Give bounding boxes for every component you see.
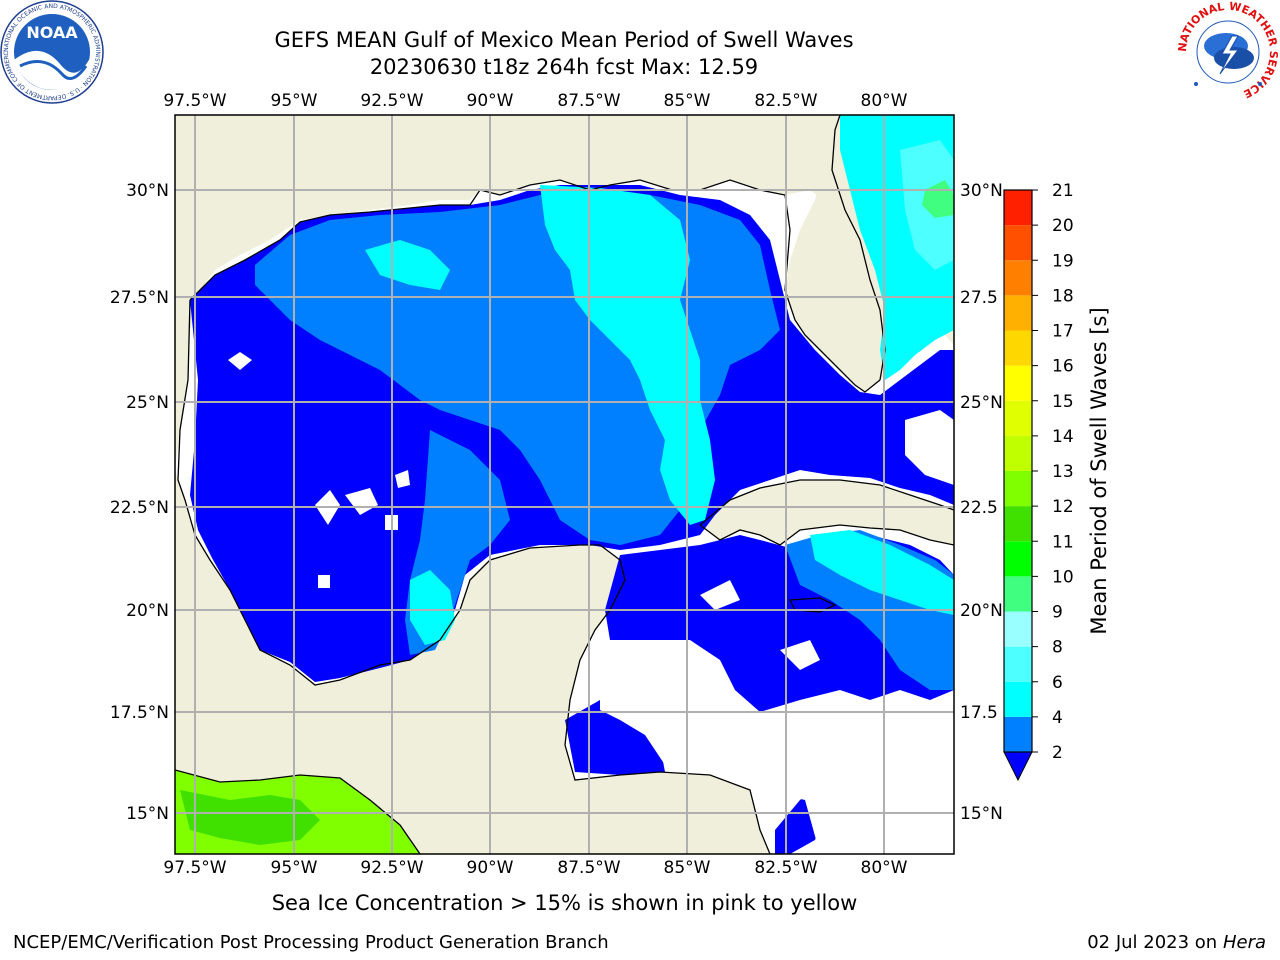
lat-label-right: 15°N — [960, 804, 1003, 824]
colorbar-tick-label: 10 — [1052, 567, 1074, 587]
colorbar-band — [1004, 611, 1032, 647]
lat-label-right: 25°N — [960, 393, 1003, 413]
colorbar-band — [1004, 576, 1032, 612]
swell-region-cyan-mexico — [410, 570, 455, 645]
colorbar-band — [1004, 190, 1032, 226]
colorbar-tick-label: 6 — [1052, 673, 1063, 693]
colorbar-band — [1004, 471, 1032, 507]
no-data-holes — [228, 352, 954, 854]
colorbar-band — [1004, 330, 1032, 366]
lon-label-bottom: 95°W — [271, 858, 318, 878]
colorbar-band — [1004, 646, 1032, 682]
lat-label-left: 20°N — [126, 601, 169, 621]
lon-label-top: 87.5°W — [557, 91, 620, 111]
chart-subtitle-date: 20230630 t18z 264h fcst Max: 12.59 — [369, 55, 759, 79]
swell-region-cyan-central — [540, 185, 715, 525]
colorbar-band — [1004, 225, 1032, 261]
chart-title: GEFS MEAN Gulf of Mexico Mean Period of … — [274, 28, 854, 52]
lon-label-top: 92.5°W — [360, 91, 423, 111]
lon-label-bottom: 92.5°W — [360, 858, 423, 878]
colorbar-band — [1004, 681, 1032, 717]
lon-label-top: 90°W — [467, 91, 514, 111]
colorbar-band — [1004, 541, 1032, 577]
colorbar-tick-label: 16 — [1052, 357, 1074, 377]
map-tick-labels: 97.5°W 97.5°W 95°W 95°W 92.5°W 92.5°W 90°W 90°W… — [110, 91, 1003, 878]
colorbar-tick-label: 13 — [1052, 462, 1074, 482]
lon-label-bottom: 82.5°W — [754, 858, 817, 878]
colorbar-tick-label: 17 — [1052, 322, 1074, 342]
swell-region-cyan-caribbean — [810, 530, 954, 615]
noaa-logo-text: NOAA — [26, 23, 78, 42]
lon-label-top: 95°W — [271, 91, 318, 111]
colorbar-label: Mean Period of Swell Waves [s] — [1087, 307, 1111, 634]
lat-label-right: 17.5 — [960, 703, 998, 723]
colorbar-tick-label: 4 — [1052, 708, 1063, 728]
colorbar-tick-label: 19 — [1052, 251, 1074, 271]
footer-host: Hera — [1222, 932, 1266, 953]
footer-credit: NCEP/EMC/Verification Post Processing Pr… — [13, 932, 609, 953]
footer-date: 02 Jul 2023 on Hera — [1087, 932, 1266, 954]
colorbar-band — [1004, 716, 1032, 752]
sea-ice-note: Sea Ice Concentration > 15% is shown in … — [271, 891, 858, 915]
lat-label-left: 15°N — [126, 804, 169, 824]
colorbar-tick-label: 9 — [1052, 603, 1063, 623]
colorbar-tick-label: 18 — [1052, 286, 1074, 306]
lon-label-bottom: 90°W — [467, 858, 514, 878]
colorbar-band — [1004, 295, 1032, 331]
colorbar-tick-label: 20 — [1052, 216, 1074, 236]
lon-label-top: 97.5°W — [163, 91, 226, 111]
swell-region-cyan-west — [365, 240, 450, 290]
colorbar-band — [1004, 506, 1032, 542]
lat-label-left: 30°N — [126, 181, 169, 201]
colorbar-tick-label: 15 — [1052, 392, 1074, 412]
colorbar-band — [1004, 365, 1032, 401]
colorbar-extend-min — [1003, 751, 1033, 782]
colorbar-tick-label: 11 — [1052, 532, 1074, 552]
colorbar-tick-label: 2 — [1052, 743, 1063, 763]
colorbar-tick-label: 8 — [1052, 638, 1063, 658]
colorbar-band — [1004, 400, 1032, 436]
lat-label-right: 30°N — [960, 181, 1003, 201]
lat-label-left: 17.5°N — [110, 703, 169, 723]
lon-label-top: 85°W — [664, 91, 711, 111]
lat-label-left: 27.5°N — [110, 288, 169, 308]
lat-label-right: 22.5 — [960, 498, 998, 518]
nws-logo: NATIONAL WEATHER SERVICE — [1176, 0, 1280, 102]
colorbar-tick-label: 21 — [1052, 181, 1074, 201]
map-gridlines — [175, 115, 954, 854]
lat-label-left: 22.5°N — [110, 498, 169, 518]
map-frame — [174, 114, 955, 855]
lat-label-right: 20°N — [960, 601, 1003, 621]
coastlines — [175, 115, 954, 854]
lon-label-bottom: 80°W — [861, 858, 908, 878]
lon-label-bottom: 85°W — [664, 858, 711, 878]
lon-label-top: 82.5°W — [754, 91, 817, 111]
lon-label-top: 80°W — [861, 91, 908, 111]
lon-label-bottom: 97.5°W — [163, 858, 226, 878]
colorbar-tick-label: 14 — [1052, 427, 1074, 447]
colorbar: 2 4 6 8 9 10 11 12 13 14 15 16 17 18 19 20 21 Mean Period… — [1003, 181, 1111, 782]
colorbar-tick-label: 12 — [1052, 497, 1074, 517]
footer-date-text: 02 Jul 2023 on — [1087, 932, 1223, 953]
lon-label-bottom: 87.5°W — [557, 858, 620, 878]
lat-label-right: 27.5 — [960, 288, 998, 308]
colorbar-band — [1004, 435, 1032, 471]
noaa-logo: NATIONAL OCEANIC AND ATMOSPHERIC ADMINIS… — [0, 0, 104, 104]
land-north-america — [175, 115, 954, 470]
colorbar-band — [1004, 260, 1032, 296]
lat-label-left: 25°N — [126, 393, 169, 413]
